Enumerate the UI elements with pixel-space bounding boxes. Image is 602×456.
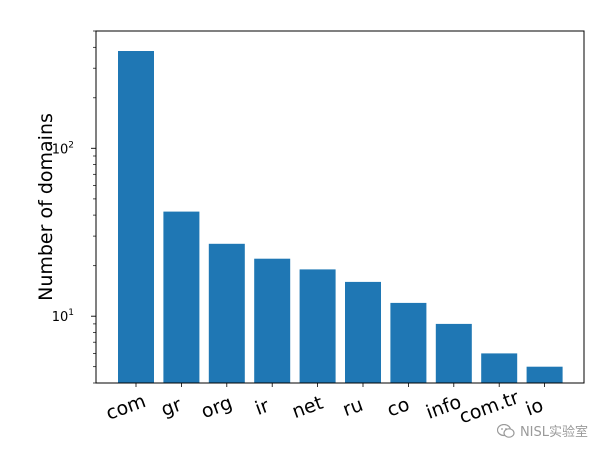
x-tick-label-io: io — [523, 394, 546, 420]
x-tick-label-org: org — [198, 392, 235, 423]
plot-frame — [95, 30, 585, 384]
bar-net — [299, 269, 336, 383]
watermark: NISL实验室 — [496, 421, 588, 440]
y-axis-title: Number of domains — [35, 113, 57, 301]
watermark-text: NISL实验室 — [519, 425, 588, 440]
y-axis: 101 102 — [52, 30, 96, 384]
x-tick-label-ru: ru — [340, 394, 366, 421]
bar-info — [435, 323, 472, 383]
bar-co — [390, 302, 427, 383]
bar-io — [526, 366, 563, 383]
bars-group — [118, 51, 563, 383]
x-tick-label-net: net — [289, 392, 326, 423]
x-tick-label-co: co — [384, 393, 412, 421]
y-tick-label: 101 — [52, 308, 74, 325]
bar-com.tr — [481, 353, 518, 383]
bar-ir — [254, 258, 291, 383]
x-tick-label-ir: ir — [252, 395, 272, 420]
wechat-icon — [496, 423, 515, 438]
bar-gr — [163, 211, 200, 383]
bar-ru — [345, 281, 381, 383]
x-tick-label-gr: gr — [158, 394, 184, 422]
y-tick-label: 102 — [52, 140, 74, 157]
bar-org — [208, 243, 245, 383]
bar-com — [118, 51, 154, 383]
x-tick-label-com: com — [103, 390, 149, 425]
